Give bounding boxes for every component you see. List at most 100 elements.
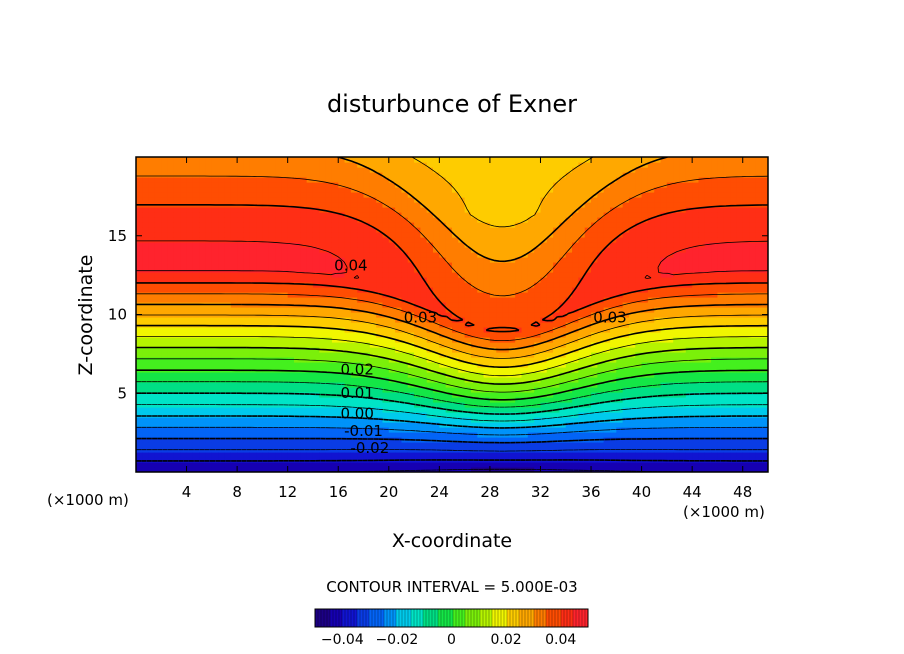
field-cell [243, 287, 251, 293]
field-cell [584, 222, 592, 228]
field-cell [515, 402, 523, 408]
field-cell [534, 217, 542, 223]
field-cell [262, 362, 270, 368]
field-cell [496, 192, 504, 198]
field-cell [502, 237, 510, 243]
field-cell [420, 357, 428, 363]
field-cell [136, 252, 143, 258]
field-cell [388, 157, 396, 163]
field-cell [489, 307, 497, 313]
field-cell [382, 342, 390, 348]
field-cell [256, 362, 263, 368]
field-cell [205, 192, 213, 198]
field-cell [136, 362, 143, 368]
field-cell [445, 162, 453, 168]
field-cell [477, 312, 485, 318]
field-cell [186, 257, 194, 263]
field-cell [218, 467, 226, 472]
field-cell [527, 402, 535, 408]
field-cell [483, 192, 491, 198]
field-cell [420, 467, 428, 472]
field-cell [483, 202, 491, 208]
field-cell [249, 467, 257, 472]
field-cell [414, 357, 421, 363]
field-cell [616, 177, 624, 183]
field-cell [199, 392, 207, 398]
field-cell [268, 267, 276, 273]
field-cell [458, 307, 466, 313]
field-cell [369, 357, 377, 363]
field-cell [395, 442, 403, 448]
field-cell [167, 397, 175, 403]
field-cell [489, 362, 497, 368]
field-cell [148, 172, 156, 178]
field-cell [439, 367, 447, 373]
field-cell [331, 442, 339, 448]
field-cell [414, 317, 421, 323]
field-cell [275, 172, 282, 178]
field-cell [230, 437, 238, 443]
field-cell [369, 272, 377, 278]
field-cell [376, 302, 384, 308]
field-cell [338, 372, 346, 378]
field-cell [477, 307, 485, 313]
field-cell [363, 377, 371, 383]
field-cell [591, 452, 598, 458]
field-cell [211, 407, 219, 413]
field-cell [287, 327, 295, 333]
field-cell [597, 232, 605, 238]
field-cell [584, 232, 592, 238]
field-cell [325, 182, 333, 188]
field-cell [426, 362, 434, 368]
field-cell [268, 467, 276, 472]
field-cell [628, 232, 636, 238]
field-cell [540, 262, 548, 268]
field-cell [489, 157, 497, 163]
field-cell [237, 162, 245, 168]
field-cell [597, 197, 605, 203]
field-cell [300, 202, 308, 208]
field-cell [136, 452, 143, 458]
field-cell [489, 402, 497, 408]
field-cell [578, 227, 586, 233]
field-cell [237, 392, 245, 398]
field-cell [433, 427, 440, 433]
field-cell [622, 427, 630, 433]
field-cell [154, 362, 162, 368]
field-cell [420, 322, 428, 328]
field-cell [597, 397, 605, 403]
field-cell [388, 297, 396, 303]
field-cell [540, 342, 548, 348]
field-cell [489, 447, 497, 453]
field-cell [363, 362, 371, 368]
field-cell [136, 182, 143, 188]
field-cell [395, 262, 403, 268]
field-cell [628, 197, 636, 203]
field-cell [591, 262, 598, 268]
field-cell [572, 357, 579, 363]
field-cell [439, 377, 447, 383]
field-cell [275, 312, 282, 318]
field-cell [527, 227, 535, 233]
field-cell [603, 227, 611, 233]
field-cell [452, 452, 459, 458]
field-cell [546, 427, 554, 433]
field-cell [445, 237, 453, 243]
field-cell [546, 267, 554, 273]
field-cell [477, 357, 485, 363]
field-cell [256, 332, 263, 338]
field-cell [287, 222, 295, 228]
field-cell [281, 187, 289, 193]
field-cell [281, 432, 289, 438]
field-cell [331, 367, 339, 373]
field-cell [142, 377, 150, 383]
field-cell [344, 312, 352, 318]
field-cell [344, 277, 352, 283]
field-cell [357, 222, 365, 228]
field-cell [173, 282, 181, 288]
field-cell [515, 417, 523, 423]
field-cell [616, 412, 624, 418]
field-cell [527, 357, 535, 363]
field-cell [464, 327, 472, 333]
field-cell [268, 157, 276, 163]
